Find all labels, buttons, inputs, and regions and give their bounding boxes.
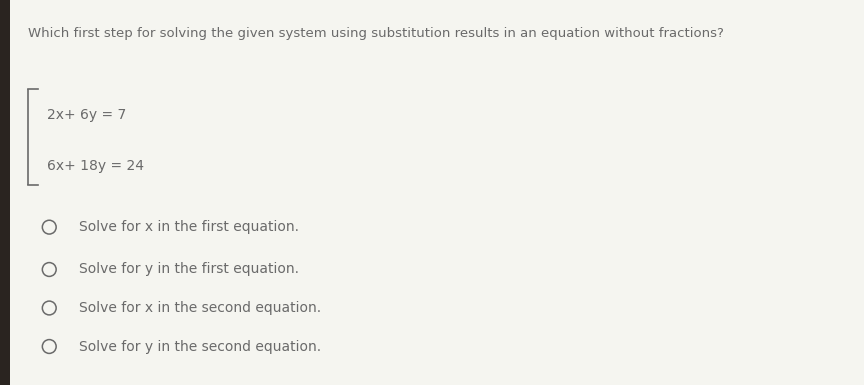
- Bar: [0, 0, 10, 385]
- Text: Which first step for solving the given system using substitution results in an e: Which first step for solving the given s…: [28, 27, 723, 40]
- Text: 2x+ 6y = 7: 2x+ 6y = 7: [47, 109, 126, 122]
- Text: Solve for x in the second equation.: Solve for x in the second equation.: [79, 301, 321, 315]
- Text: Solve for y in the first equation.: Solve for y in the first equation.: [79, 263, 300, 276]
- Text: Solve for y in the second equation.: Solve for y in the second equation.: [79, 340, 321, 353]
- Text: 6x+ 18y = 24: 6x+ 18y = 24: [47, 159, 143, 172]
- Text: Solve for x in the first equation.: Solve for x in the first equation.: [79, 220, 300, 234]
